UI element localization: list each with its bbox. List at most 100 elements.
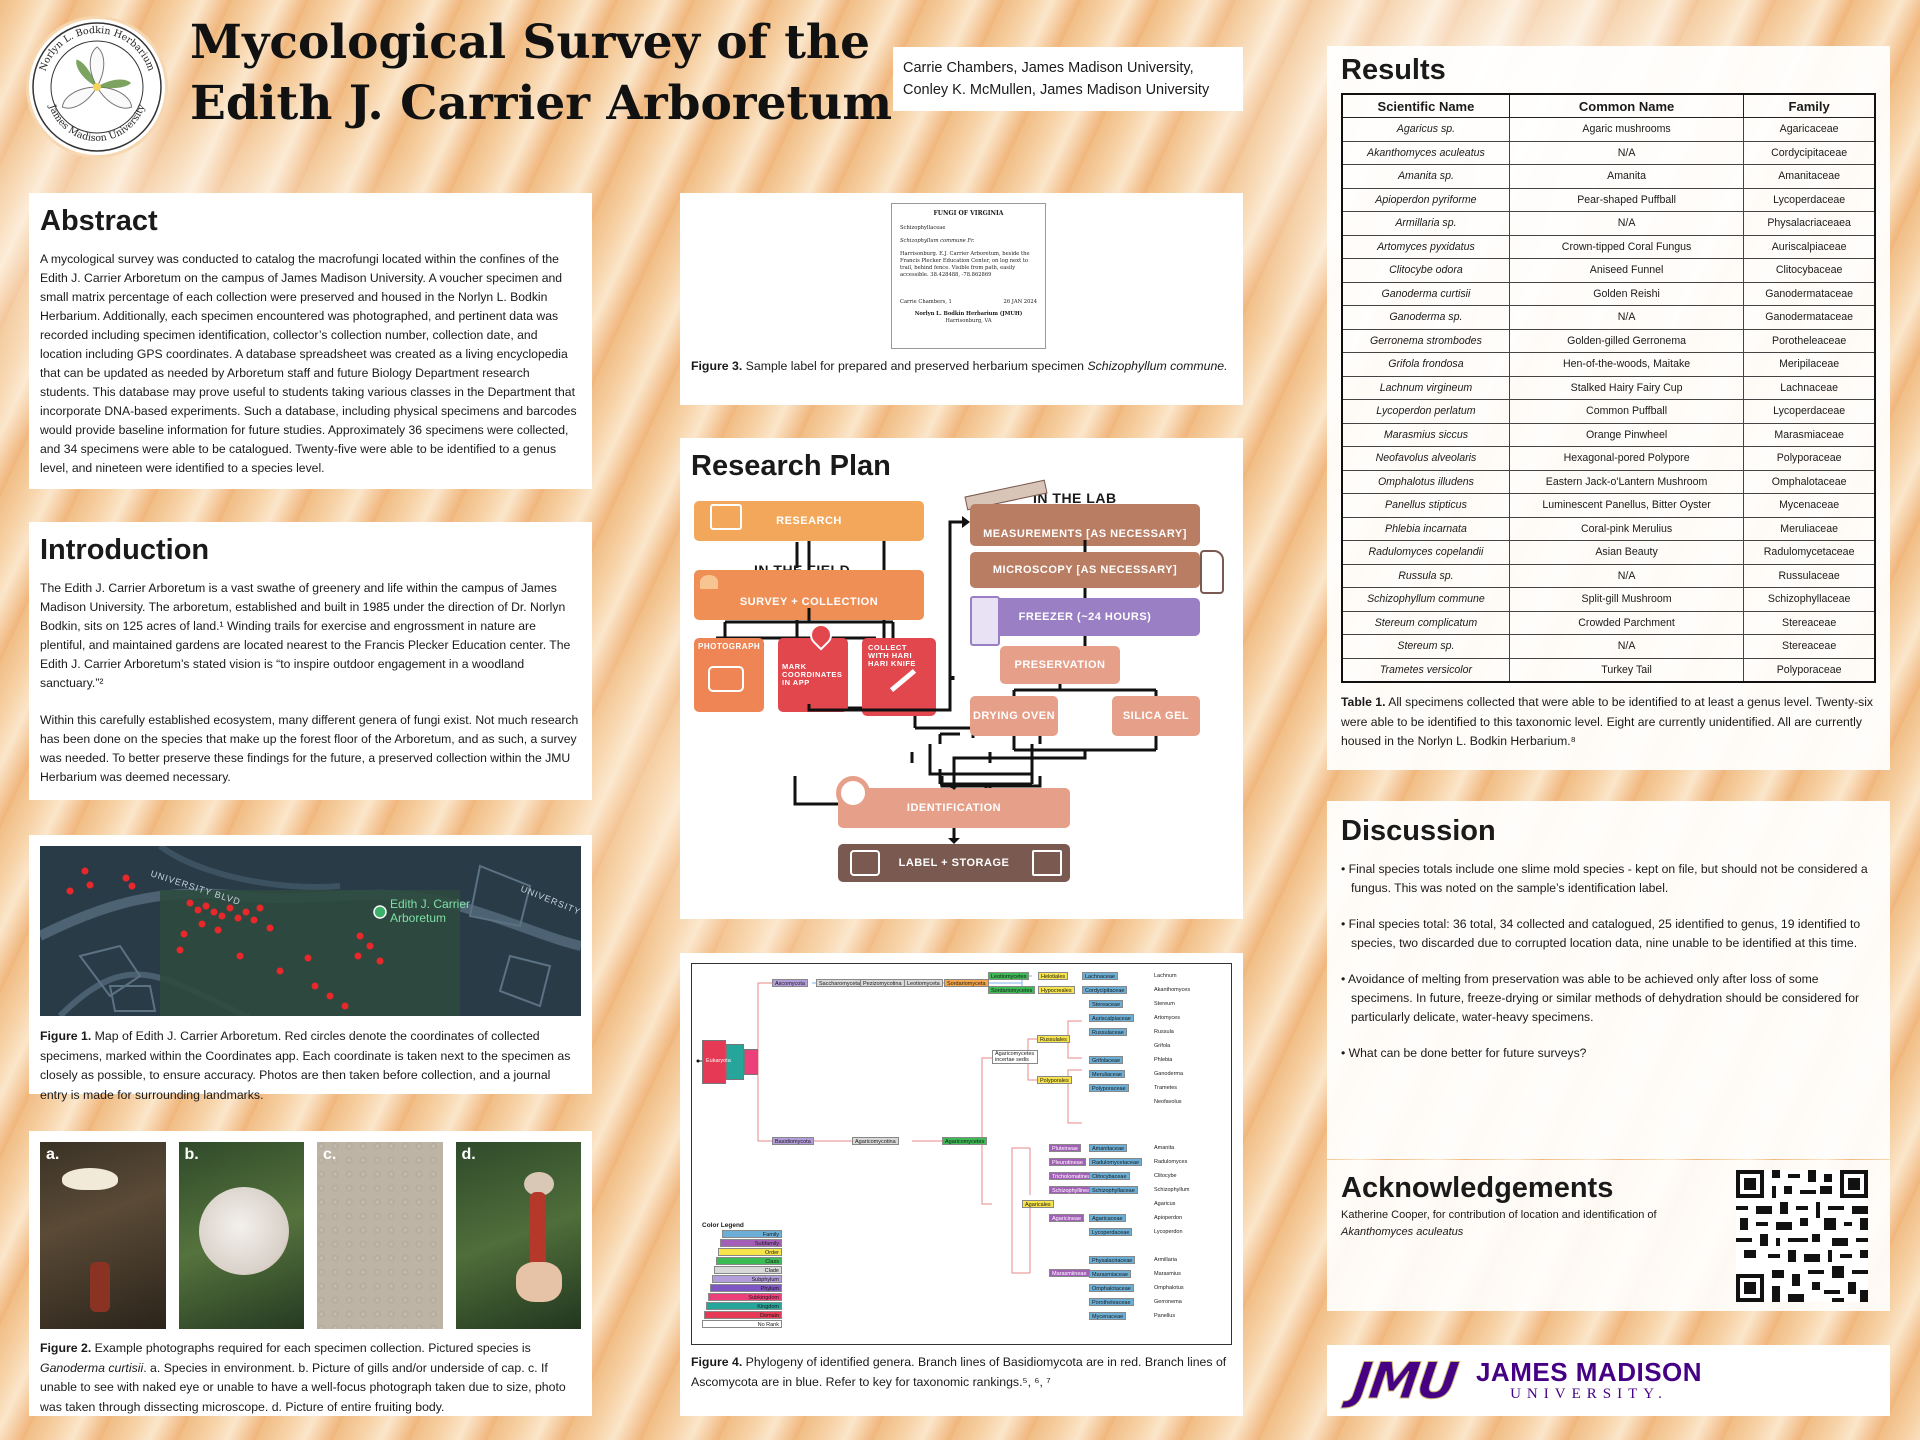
legend-item: Subfamily: [720, 1239, 782, 1247]
figure2-caption-text-a: Example photographs required for each sp…: [91, 1341, 531, 1355]
preservation-step: Preservation: [1000, 646, 1120, 684]
eukaryota-node: [702, 1040, 726, 1084]
introduction-para-2: Within this carefully established ecosys…: [40, 713, 579, 784]
cell-scientific-name: Clitocybe odora: [1341, 258, 1510, 283]
cell-scientific-name: Amanita sp.: [1341, 164, 1510, 189]
table-row: Ganoderma curtisii Golden Reishi Ganoderma…: [1341, 281, 1876, 306]
agaricomycetes-node: Agaricomycetes: [942, 1137, 988, 1145]
cell-scientific-name: Neofavolus alveolaris: [1341, 446, 1510, 471]
photo-b: b.: [178, 1142, 304, 1329]
cell-family: Polyporaceae: [1743, 446, 1876, 471]
qr-code[interactable]: [1736, 1170, 1868, 1302]
table-row: Radulomyces copelandii Asian Beauty Radulo…: [1341, 540, 1876, 565]
genus-leaf: Apioperdon: [1154, 1215, 1183, 1221]
mushroom-icon: [700, 575, 718, 589]
sordariomycetes-node: Sordariomycetes: [988, 986, 1036, 994]
photo-a-label: a.: [46, 1146, 60, 1163]
cell-common-name: Stalked Hairy Fairy Cup: [1508, 375, 1745, 400]
specimen-dots: [66, 867, 384, 1010]
agaricineae-node: Agaricineae: [1049, 1214, 1085, 1222]
authors-box: Carrie Chambers, James Madison Universit…: [893, 47, 1243, 111]
cell-family: Stereaceae: [1743, 634, 1876, 659]
cell-common-name: Golden-gilled Gerronema: [1508, 328, 1745, 353]
table-row: Neofavolus alveolaris Hexagonal-pored Pol…: [1341, 446, 1876, 471]
cell-common-name: Crown-tipped Coral Fungus: [1508, 234, 1745, 259]
table-row: Clitocybe odora Aniseed Funnel Clitocybace…: [1341, 258, 1876, 283]
color-legend: Color Legend Family Subfamily Order Class Cl…: [702, 1222, 782, 1328]
abstract-panel: Abstract A mycological survey was conduc…: [29, 193, 592, 489]
leotiomycetes-node: Leotiomycetes: [988, 972, 1030, 980]
family-node: Omphalotaceae: [1089, 1284, 1134, 1292]
table-row: Lachnum virgineum Stalked Hairy Fairy Cup…: [1341, 375, 1876, 400]
family-node: Porotheleaceae: [1089, 1298, 1134, 1306]
table-row: Grifola frondosa Hen-of-the-woods, Maitak…: [1341, 352, 1876, 377]
label-herbarium: Norlyn L. Bodkin Herbarium (JMUH): [914, 311, 1023, 317]
table-row: Trametes versicolor Turkey Tail Polyporace…: [1341, 657, 1876, 683]
genus-leaf: Phlebia: [1154, 1057, 1173, 1063]
table-row: Agaricus sp. Agaric mushrooms Agaricaceae: [1341, 117, 1876, 142]
col-scientific-name: Scientific Name: [1341, 93, 1510, 118]
figure2-caption: Figure 2. Example photographs required f…: [40, 1339, 581, 1417]
author-line-2: Conley K. McMullen, James Madison Univer…: [903, 82, 1210, 98]
family-node: Auriscalpiaceae: [1089, 1014, 1134, 1022]
herbarium-label: FUNGI OF VIRGINIA Schizophyllaceae Schiz…: [891, 203, 1046, 349]
dikarya-node: [744, 1049, 758, 1075]
incertae-sedis-node: Agaricomycetes incertae sedis: [992, 1050, 1038, 1064]
table-row: Omphalotus illudens Eastern Jack-o'Lanter…: [1341, 469, 1876, 494]
genus-leaf: Trametes: [1154, 1085, 1178, 1091]
cell-family: Stereaceae: [1743, 610, 1876, 635]
results-heading: Results: [1341, 54, 1446, 86]
cell-scientific-name: Grifola frondosa: [1341, 352, 1510, 377]
genus-leaf: Artomyces: [1154, 1015, 1180, 1021]
family-node: Russulaceae: [1089, 1028, 1127, 1036]
figure3-caption: Figure 3. Sample label for prepared and …: [691, 357, 1232, 377]
jmu-name-line-2: UNIVERSITY.: [1510, 1385, 1668, 1402]
genus-leaf: Radulomyces: [1154, 1159, 1188, 1165]
genus-leaf: Russula: [1154, 1029, 1174, 1035]
marasmiineae-node: Marasmiineae: [1049, 1269, 1090, 1277]
table-row: Russula sp. N/A Russulaceae: [1341, 563, 1876, 588]
label-family: Schizophyllaceae: [900, 225, 946, 231]
cell-scientific-name: Marasmius siccus: [1341, 422, 1510, 447]
cordycipitaceae-node: Cordycipitaceae: [1082, 986, 1128, 994]
genus-leaf: Clitocybe: [1154, 1173, 1177, 1179]
legend-item: Kingdom: [706, 1302, 782, 1310]
silica-gel-step: Silica gel: [1112, 696, 1200, 736]
cell-family: Agaricaceae: [1743, 117, 1876, 142]
polyporales-node: Polyporales: [1037, 1076, 1072, 1084]
drying-oven-step: Drying Oven: [970, 696, 1058, 736]
label-location: Harrisonburg. E.J. Carrier Arboretum, be…: [900, 251, 1030, 278]
cell-family: Omphalotaceae: [1743, 469, 1876, 494]
cell-scientific-name: Lachnum virgineum: [1341, 375, 1510, 400]
identification-step: Identification: [838, 788, 1070, 828]
family-node: Agaricaceae: [1089, 1214, 1126, 1222]
legend-list: Family Subfamily Order Class Clade Subphylum P…: [702, 1230, 782, 1328]
figure1-caption-text: Map of Edith J. Carrier Arboretum. Red c…: [40, 1029, 571, 1102]
cell-family: Radulomycetaceae: [1743, 540, 1876, 565]
cell-family: Lycoperdaceae: [1743, 399, 1876, 424]
figure3-caption-species: Schizophyllum commune.: [1087, 359, 1228, 373]
family-node: Polyporaceae: [1089, 1084, 1129, 1092]
genus-leaf: Gerronema: [1154, 1299, 1182, 1305]
discussion-bullet-1: • Final species totals include one slime…: [1341, 862, 1868, 895]
leotiomyceta-node: Leotiomyceta: [904, 979, 943, 987]
cell-common-name: Crowded Parchment: [1508, 610, 1745, 635]
family-node: Schizophyllaceae: [1089, 1186, 1138, 1194]
table-row: Lycoperdon perlatum Common Puffball Lycope…: [1341, 399, 1876, 424]
collect-step: Collect with hari hari knife: [862, 638, 936, 716]
jmu-name-line-1: JAMES MADISON: [1475, 1356, 1703, 1387]
figure4-caption-text: Phylogeny of identified genera. Branch l…: [691, 1355, 1227, 1389]
title-line-2: Edith J. Carrier Arboretum: [190, 76, 893, 131]
hypocreales-node: Hypocreales: [1038, 986, 1075, 994]
russulales-node: Russulales: [1037, 1035, 1070, 1043]
cell-common-name: Common Puffball: [1508, 399, 1745, 424]
figure1-caption-label: Figure 1.: [40, 1029, 92, 1043]
acknowledgements-species: Akanthomyces aculeatus: [1341, 1226, 1464, 1238]
cell-scientific-name: Panellus stipticus: [1341, 493, 1510, 518]
cell-common-name: Hexagonal-pored Polypore: [1508, 446, 1745, 471]
legend-title: Color Legend: [702, 1222, 744, 1229]
cell-common-name: N/A: [1508, 140, 1745, 165]
cell-common-name: N/A: [1508, 305, 1745, 330]
arboretum-pin-icon: [373, 905, 387, 919]
in-the-lab-label: In the Lab: [1033, 490, 1117, 506]
